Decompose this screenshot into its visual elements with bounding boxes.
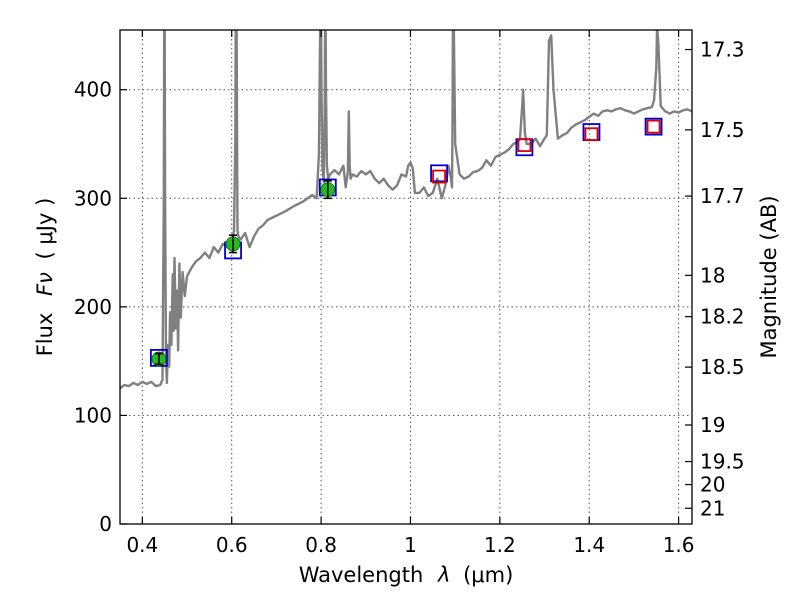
x-tick-label: 1.4	[573, 533, 605, 557]
y-tick-label: 300	[74, 186, 112, 210]
y2-tick-label: 18	[700, 263, 725, 287]
x-tick-label: 0.8	[305, 533, 337, 557]
x-axis-title-main: Wavelength	[299, 563, 424, 587]
x-tick-label: 1	[404, 533, 417, 557]
y2-tick-label: 17.3	[700, 38, 745, 62]
observed-photometry-box	[432, 169, 446, 184]
y-axis-title-unit: ( μJy )	[33, 198, 57, 260]
model-photometry-box	[644, 117, 663, 136]
y2-tick-label: 19.5	[700, 450, 745, 474]
y2-tick-label: 18.2	[700, 305, 745, 329]
plot-data	[120, 30, 692, 390]
model-photometry-box	[430, 164, 448, 183]
y-tick-label: 200	[74, 295, 112, 319]
y2-tick-label: 20	[700, 473, 725, 497]
y-axis-title-symbol: Fν	[33, 272, 57, 296]
x-tick-label: 1.2	[484, 533, 516, 557]
x-axis-title: Wavelength λ (μm)	[299, 563, 514, 587]
x-tick-label: 0.6	[216, 533, 248, 557]
grid-lines	[120, 30, 692, 525]
x-axis-title-symbol: λ	[437, 563, 450, 587]
y-axis-title: Flux Fν ( μJy )	[33, 198, 57, 357]
y-tick-label: 400	[74, 78, 112, 102]
x-tick-label: 1.6	[663, 533, 695, 557]
observed-photometry-box	[584, 127, 599, 142]
x-tick-label: 0.4	[126, 533, 158, 557]
y-tick-label: 100	[74, 403, 112, 427]
y2-tick-label: 19	[700, 413, 725, 437]
spectrum-line	[120, 30, 692, 390]
y-tick-label: 0	[99, 512, 112, 536]
y2-tick-label: 21	[700, 496, 725, 520]
x-axis-title-unit: (μm)	[463, 563, 513, 587]
y2-axis-title: Magnitude (AB)	[757, 195, 781, 358]
y2-tick-label: 17.7	[700, 184, 745, 208]
y2-tick-label: 17.5	[700, 118, 745, 142]
y2-tick-label: 18.5	[700, 355, 745, 379]
y-axis-title-main: Flux	[33, 313, 57, 357]
observed-photometry-box	[517, 138, 532, 152]
axis-ticks: 0.4 0.6 0.8 1 1.2 1.4 1.6 0 100 200 300 400 17.3 17.5…	[74, 30, 745, 557]
plot-frame	[119, 29, 693, 525]
observed-photometry-box	[646, 119, 661, 134]
